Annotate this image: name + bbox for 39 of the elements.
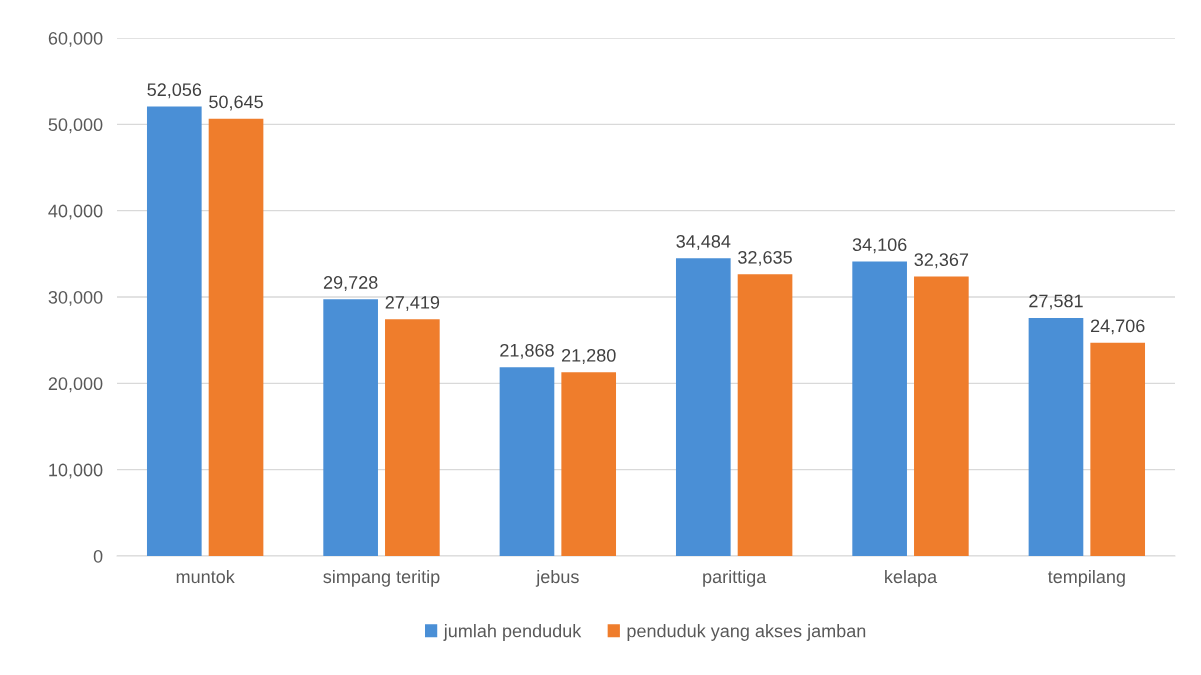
data-label: 27,581 [1029,294,1083,310]
legend-label: jumlah penduduk [443,624,582,641]
y-tick-label: 20,000 [48,377,103,393]
y-tick-label: 10,000 [49,463,103,479]
x-tick-label: tempilang [1047,569,1125,587]
data-label: 52,056 [147,83,202,99]
data-label: 34,106 [852,238,907,254]
data-label: 24,706 [1090,319,1145,335]
y-tick-label: 50,000 [48,118,103,134]
x-tick-label: muntok [176,569,235,584]
x-tick-label: simpang teritip [323,569,440,587]
bar [1090,342,1146,556]
data-label: 34,484 [676,234,731,250]
bar [675,258,731,556]
bar [852,261,907,556]
bar [914,276,969,556]
bar [1028,317,1084,556]
bar [499,367,555,556]
bar [208,118,264,556]
x-tick-label: kelapa [885,569,938,587]
data-label: 29,728 [323,276,378,291]
x-tick-label: parittiga [703,569,767,587]
x-tick-label: jebus [535,569,579,587]
bar [561,372,617,556]
y-tick-label: 0 [93,549,103,563]
legend-label: penduduk yang akses jamban [627,624,866,641]
y-tick-label: 30,000 [48,290,103,306]
y-tick-label: 60,000 [48,31,103,47]
bar [737,274,793,556]
bar [323,299,378,556]
bar [385,319,440,556]
y-tick-label: 40,000 [48,204,103,220]
data-label: 21,868 [500,343,554,359]
data-label: 21,280 [561,348,616,364]
data-label: 32,367 [914,253,969,269]
data-label: 27,419 [385,295,440,311]
data-label: 32,635 [738,250,792,266]
data-label: 50,645 [209,95,263,111]
bar [146,106,202,556]
